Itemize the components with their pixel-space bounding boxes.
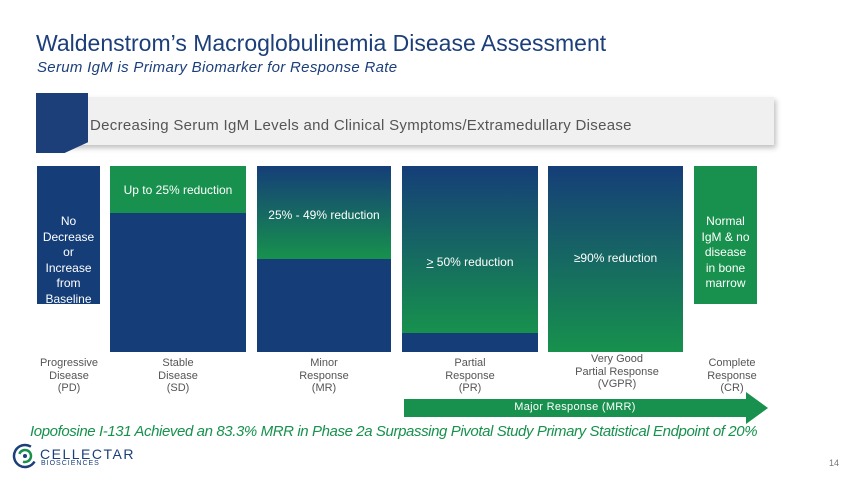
logo-name: CELLECTAR xyxy=(40,446,135,462)
column-pr-reduction-fill xyxy=(402,166,538,333)
column-mr-text: 25% - 49% reduction xyxy=(268,208,380,222)
column-mr-reduction-fill xyxy=(257,166,391,259)
column-pr-text-prefix: > xyxy=(426,255,434,269)
column-sd: Up to 25% reduction xyxy=(110,166,246,352)
banner-text: Decreasing Serum IgM Levels and Clinical… xyxy=(90,117,632,134)
banner-bar xyxy=(42,97,774,145)
page-subtitle: Serum IgM is Primary Biomarker for Respo… xyxy=(37,59,398,76)
arrow-body xyxy=(404,399,746,417)
logo-sub: BIOSCIENCES xyxy=(41,460,100,467)
column-cr: Normal IgM & no disease in bone marrow xyxy=(694,166,757,304)
label-vgpr: Very Good Partial Response (VGPR) xyxy=(575,353,659,390)
column-cr-text: Normal IgM & no disease in bone marrow xyxy=(701,214,750,290)
label-mr: Minor Response (MR) xyxy=(299,357,349,394)
column-pd-text: No Decrease or Increase from Baseline xyxy=(42,214,95,306)
major-response-arrow: Major Response (MRR) xyxy=(404,392,768,424)
arrow-text: Major Response (MRR) xyxy=(514,401,636,413)
column-mr: 25% - 49% reduction xyxy=(257,166,391,352)
label-pr: Partial Response (PR) xyxy=(445,357,495,394)
page-number: 14 xyxy=(829,458,840,468)
column-pr: > 50% reduction xyxy=(402,166,538,352)
column-sd-reduction-fill xyxy=(110,166,246,213)
column-vgpr-text: ≥90% reduction xyxy=(573,251,658,265)
banner-tab-icon xyxy=(36,93,88,153)
arrow-head-icon xyxy=(746,392,768,424)
column-pr-text: 50% reduction xyxy=(433,255,514,269)
company-logo: CELLECTAR BIOSCIENCES xyxy=(12,443,172,469)
label-cr: Complete Response (CR) xyxy=(707,357,757,394)
page-title: Waldenstrom’s Macroglobulinemia Disease … xyxy=(36,30,607,56)
label-sd: Stable Disease (SD) xyxy=(158,357,198,394)
logo-mark-icon xyxy=(12,443,38,469)
label-pd: Progressive Disease (PD) xyxy=(39,357,99,394)
column-pr-text-wrap: > 50% reduction xyxy=(402,255,538,271)
column-pd: No Decrease or Increase from Baseline xyxy=(37,166,100,306)
banner xyxy=(36,93,774,153)
column-sd-text: Up to 25% reduction xyxy=(123,183,233,197)
column-vgpr: ≥90% reduction xyxy=(548,166,683,352)
footer-statement: Iopofosine I-131 Achieved an 83.3% MRR i… xyxy=(30,423,758,440)
